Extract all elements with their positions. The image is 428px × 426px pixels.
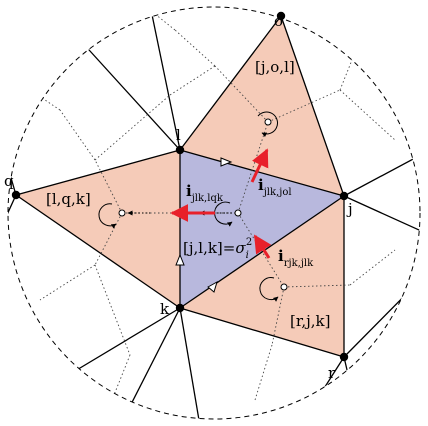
vector-label-lower: irjk,jlk: [278, 247, 314, 269]
vector-lower-arrow: [253, 234, 272, 259]
primal-vertices: [11, 11, 349, 362]
edge-q-k: [15, 194, 181, 309]
boundary-circle: [7, 6, 421, 420]
face-right-rjk: [180, 196, 344, 357]
vertex-q: [11, 190, 21, 200]
face-center-jlk: [180, 150, 344, 308]
dual-edges: [29, 9, 396, 406]
vertex-l: [175, 145, 185, 155]
dual-vertex-center: [234, 209, 242, 217]
face-label-right: [r,j,k]: [290, 312, 331, 330]
dual-vertex-right: [280, 283, 288, 291]
vector-label-left: ijlk,lqk: [186, 182, 224, 204]
face-label-top: [j,o,l]: [255, 58, 295, 76]
edge-orientation-mark: [220, 157, 233, 167]
vertex-r: [339, 352, 349, 362]
dual-vertex-left: [118, 209, 126, 217]
face-label-left: [l,q,k]: [46, 190, 91, 208]
edge-l-j: [179, 149, 345, 197]
vertex-k: [175, 303, 185, 313]
face-label-center: [j,l,k]=σi2: [183, 237, 252, 261]
red-vectors: [170, 148, 272, 259]
edge-l-q: [15, 149, 181, 196]
edge-l-o: [179, 15, 282, 151]
vector-label-up: ijlk,jol: [258, 176, 292, 198]
edge-orientation-mark: [175, 253, 185, 266]
edge-o-j: [280, 15, 345, 197]
edge-orientation-mark: [207, 280, 218, 293]
dual-vertices: [118, 118, 288, 291]
vertex-label-k: k: [160, 300, 170, 318]
face-left-lqk: [16, 150, 180, 308]
dual-vertex-top: [264, 118, 272, 126]
vertex-j: [339, 191, 349, 201]
edge-k-r: [179, 307, 345, 358]
rotation-marks: [98, 111, 279, 302]
vector-up-arrow: [250, 148, 269, 183]
vertex-label-l: l: [176, 126, 181, 144]
vertex-label-r: r: [328, 364, 336, 382]
vertex-label-q: q: [4, 172, 14, 190]
face-top-jol: [180, 16, 344, 196]
vertex-label-j: j: [346, 200, 353, 218]
vertex-label-o: o: [274, 12, 283, 30]
vertex-o: [276, 11, 286, 21]
